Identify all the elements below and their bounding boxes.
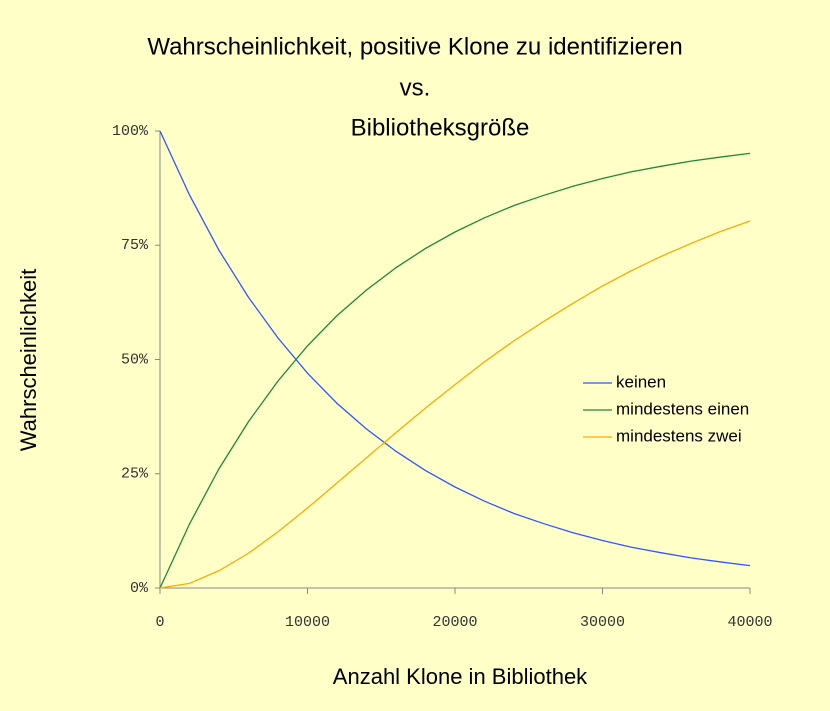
x-tick-label: 30000 [580, 614, 625, 631]
chart-title: Wahrscheinlichkeit, positive Klone zu id… [147, 33, 682, 60]
y-tick-label: 50% [121, 351, 149, 368]
x-axis-label: Anzahl Klone in Bibliothek [333, 664, 588, 689]
legend-label: mindestens einen [616, 399, 749, 418]
chart-title: Bibliotheksgröße [351, 114, 530, 141]
legend-label: mindestens zwei [616, 426, 742, 445]
y-tick-label: 75% [121, 237, 149, 254]
x-tick-label: 40000 [727, 614, 772, 631]
y-axis-label: Wahrscheinlichkeit [16, 269, 41, 452]
x-tick-label: 10000 [285, 614, 330, 631]
y-tick-label: 100% [112, 123, 149, 140]
y-tick-label: 25% [121, 466, 149, 483]
line-series [159, 130, 751, 567]
x-tick-label: 20000 [432, 614, 477, 631]
line-series [159, 152, 751, 589]
x-tick-label: 0 [155, 614, 164, 631]
line-series [159, 220, 751, 589]
y-tick-label: 0% [130, 580, 149, 597]
legend-label: keinen [616, 372, 666, 391]
chart-title: vs. [400, 74, 431, 101]
